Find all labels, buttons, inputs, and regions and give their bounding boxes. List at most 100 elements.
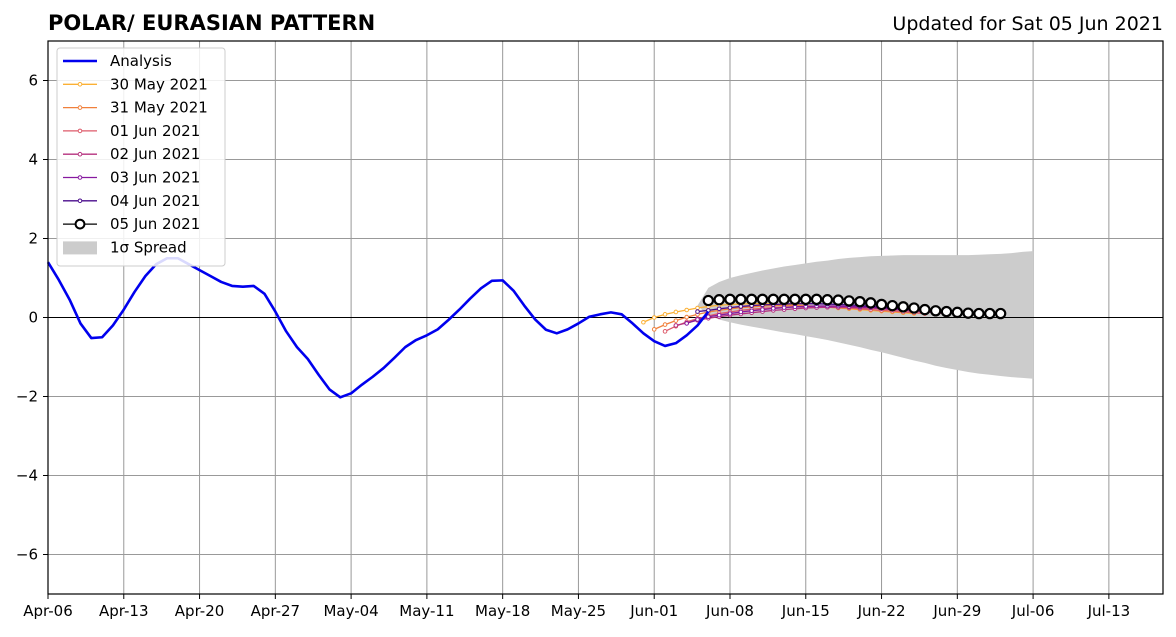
forecast-point: [821, 294, 834, 306]
forecast-point: [940, 305, 953, 318]
analysis-line: [46, 256, 710, 399]
forecast-point: [908, 302, 920, 314]
forecast-point: [854, 296, 866, 308]
forecast-point: [673, 318, 679, 323]
forecast-point: [951, 306, 964, 319]
forecast-point: [778, 293, 790, 306]
legend-label: 01 Jun 2021: [110, 122, 200, 140]
forecast-point: [800, 293, 812, 306]
forecast-point: [695, 309, 700, 314]
forecast-point: [662, 312, 668, 317]
forecast-point: [684, 314, 689, 320]
legend-label: 05 Jun 2021: [110, 215, 200, 233]
forecast-point: [929, 305, 942, 317]
forecast-point: [651, 315, 657, 320]
x-tick-label: Jun-15: [781, 602, 830, 620]
forecast-point: [673, 323, 679, 328]
forecast-point: [684, 321, 689, 326]
legend-label: 03 Jun 2021: [110, 169, 200, 187]
forecast-point: [662, 322, 668, 327]
x-tick-label: Apr-06: [23, 602, 73, 620]
forecast-point: [738, 309, 744, 315]
y-tick-label: −6: [16, 546, 38, 564]
forecast-point: [749, 308, 754, 314]
legend-marker: [74, 218, 86, 230]
legend-label: 1σ Spread: [110, 238, 187, 256]
forecast-point: [810, 293, 823, 306]
x-tick-label: Jun-22: [857, 602, 906, 620]
forecast-point: [651, 327, 657, 332]
forecast-point: [897, 301, 909, 313]
x-tick-label: May-11: [399, 602, 454, 620]
spread-area: [697, 251, 1034, 379]
x-tick-label: Jul-13: [1087, 602, 1131, 620]
forecast-point: [962, 307, 974, 319]
forecast-point: [745, 293, 758, 306]
legend-marker: [77, 198, 83, 204]
legend-label: 02 Jun 2021: [110, 145, 200, 163]
forecast-point: [673, 309, 679, 315]
y-tick-label: 0: [28, 309, 38, 327]
forecast-point: [865, 297, 877, 309]
y-tick-label: 4: [28, 151, 38, 169]
y-tick-label: 6: [28, 72, 38, 90]
legend-box: [56, 47, 226, 267]
forecast-point: [716, 312, 722, 318]
x-tick-label: Jun-08: [705, 602, 754, 620]
x-tick-label: Jul-06: [1011, 602, 1055, 620]
forecast-point: [994, 307, 1007, 320]
series-lines: [46, 256, 1007, 399]
legend-marker: [77, 175, 83, 180]
forecast-point: [919, 303, 931, 316]
forecast-point: [706, 314, 711, 320]
forecast-point: [727, 305, 733, 310]
legend-marker: [77, 82, 83, 87]
x-tick-label: May-18: [475, 602, 530, 620]
legend-marker: [77, 105, 83, 110]
forecast-point: [738, 304, 744, 309]
forecast-point: [875, 298, 888, 311]
x-tick-label: May-25: [551, 602, 606, 620]
legend-marker: [77, 151, 83, 157]
forecast-point: [684, 307, 689, 313]
legend-label: Analysis: [110, 52, 172, 70]
forecast-point: [716, 306, 722, 312]
forecast-point: [760, 307, 765, 312]
x-tick-label: May-04: [323, 602, 378, 620]
legend-label: 31 May 2021: [110, 99, 208, 117]
legend-label: 30 May 2021: [110, 75, 208, 93]
x-tick-label: Apr-20: [175, 602, 225, 620]
legend-label: 04 Jun 2021: [110, 192, 200, 210]
y-tick-label: −2: [16, 388, 38, 406]
forecast-point: [832, 294, 844, 306]
forecast-point: [727, 311, 733, 316]
forecast-point: [973, 307, 985, 320]
forecast-point: [641, 319, 646, 325]
forecast-point: [713, 294, 725, 306]
legend-marker: [77, 128, 83, 134]
forecast-point: [735, 293, 747, 306]
chart-title: POLAR/ EURASIAN PATTERN: [48, 11, 375, 35]
y-tick-label: 2: [28, 230, 38, 248]
forecast-point: [886, 299, 899, 312]
forecast-point: [789, 293, 801, 306]
forecast-point: [662, 329, 668, 334]
x-tick-label: Jun-29: [932, 602, 981, 620]
legend: Analysis 30 May 2021 31 May 2021 01 Jun 202…: [56, 47, 226, 267]
x-tick-label: Jun-01: [629, 602, 678, 620]
forecast-point: [702, 294, 715, 307]
forecast-point: [767, 293, 779, 306]
x-tick-label: Apr-13: [99, 602, 149, 620]
y-tick-label: −4: [16, 467, 38, 485]
legend-swatch: [63, 241, 97, 255]
forecast-point: [843, 295, 855, 307]
axes: −6 −4 −2 0 2 4 6 Apr-06 Apr-13 Apr-20 Apr-27 May-04…: [16, 40, 1164, 620]
forecast-point: [695, 317, 700, 322]
forecast-point: [770, 306, 776, 311]
forecast-point: [756, 293, 769, 306]
forecast-point: [724, 293, 736, 306]
updated-label: Updated for Sat 05 Jun 2021: [892, 13, 1163, 35]
forecast-point: [984, 307, 996, 320]
x-tick-label: Apr-27: [251, 602, 301, 620]
